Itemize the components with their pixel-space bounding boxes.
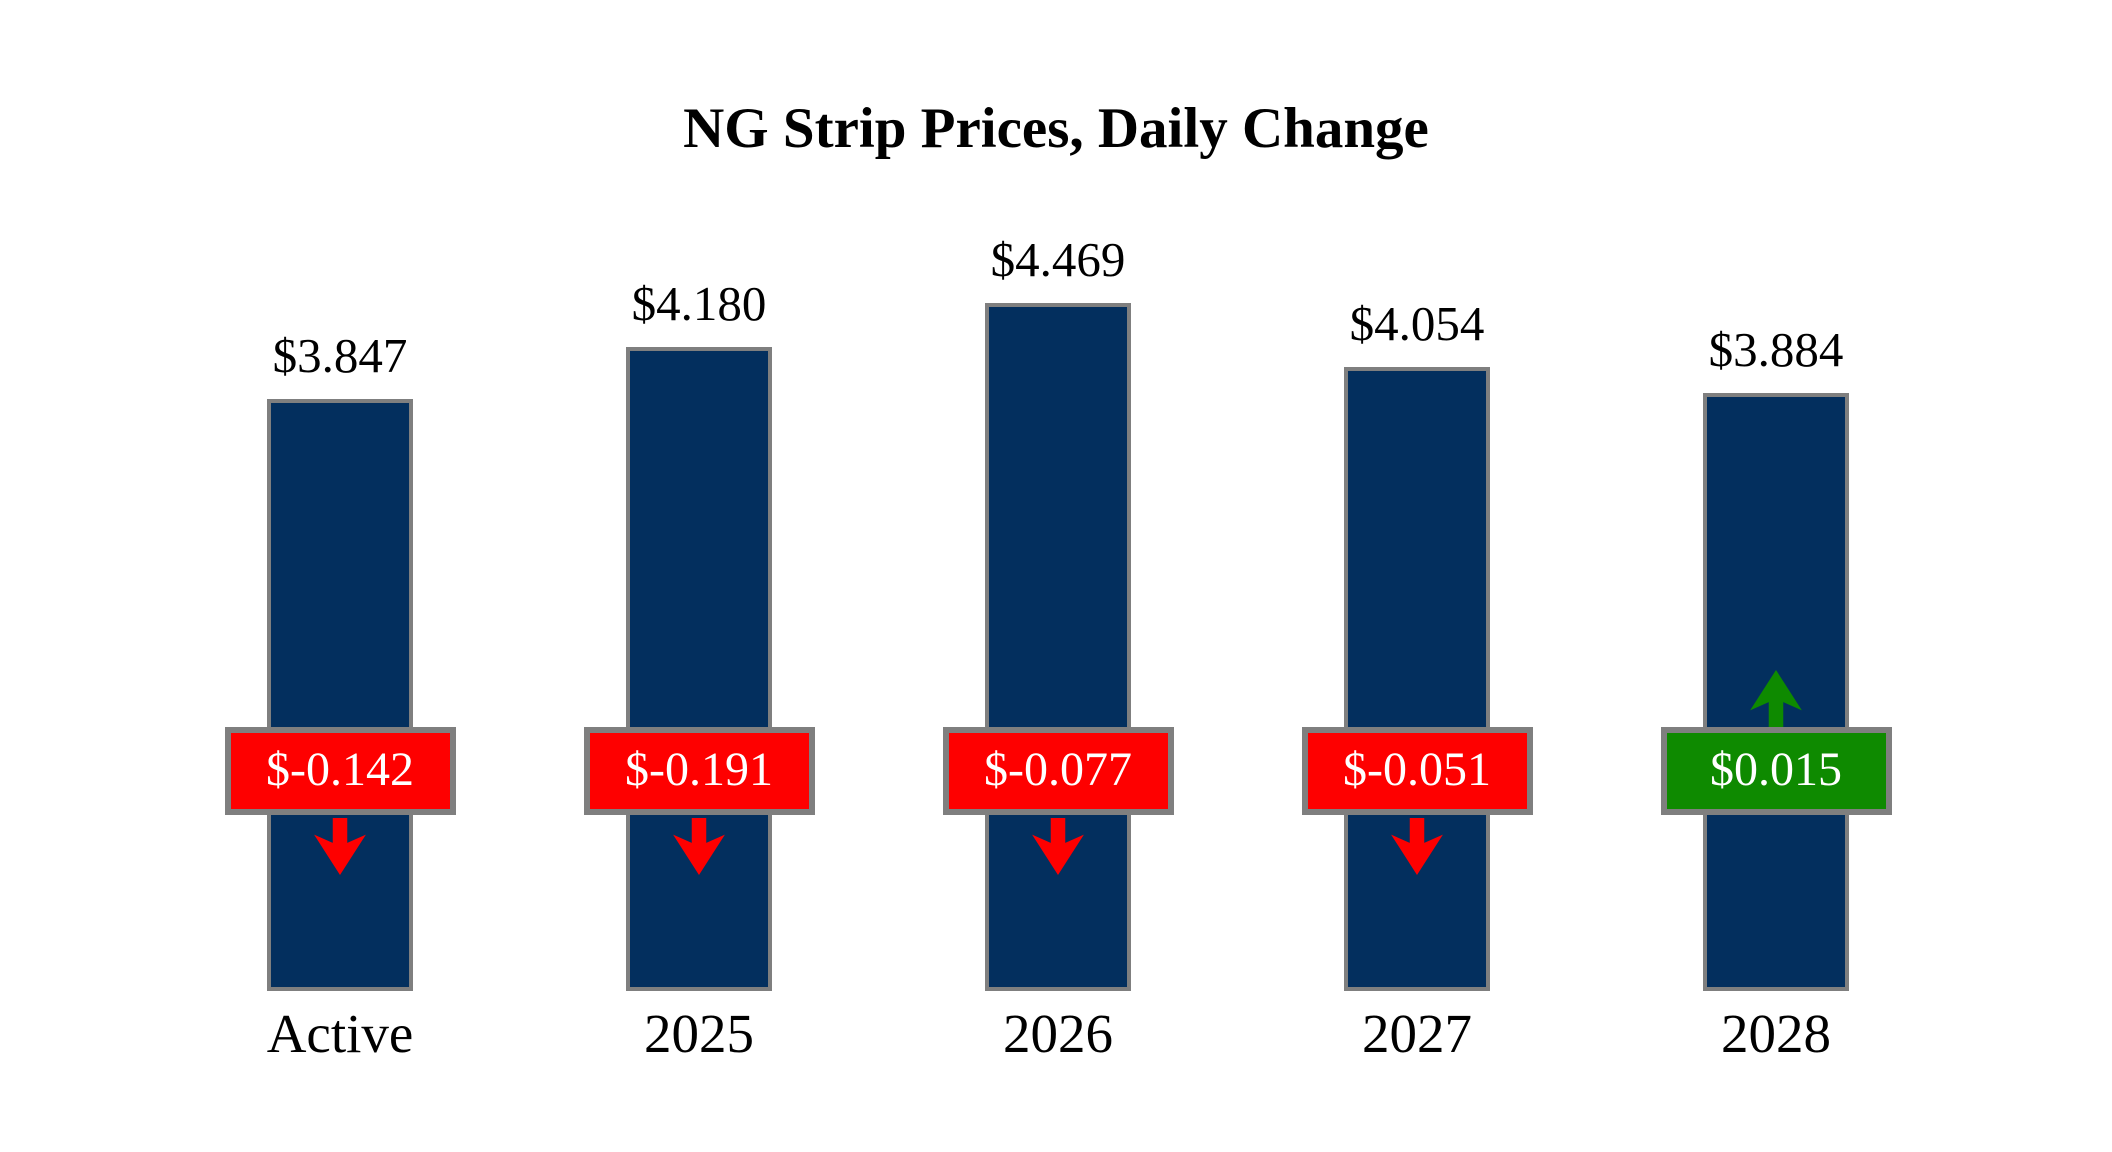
down-arrow-icon	[1390, 818, 1443, 875]
change-badge: $-0.191	[583, 727, 815, 815]
change-badge: $-0.077	[942, 727, 1174, 815]
down-arrow-icon	[1031, 818, 1084, 875]
bar-column: $3.847 $-0.142 Active	[161, 0, 520, 1152]
price-label: $4.469	[990, 231, 1126, 287]
category-label: 2027	[1362, 1003, 1472, 1064]
bar-column: $4.180 $-0.191 2025	[520, 0, 879, 1152]
down-arrow-icon	[672, 818, 725, 875]
category-label: 2026	[1003, 1003, 1113, 1064]
down-arrow-icon	[313, 818, 366, 875]
change-badge: $-0.142	[224, 727, 456, 815]
bar-column: $4.469 $-0.077 2026	[879, 0, 1238, 1152]
category-label: 2025	[644, 1003, 754, 1064]
category-label: Active	[266, 1003, 414, 1064]
price-label: $4.054	[1349, 295, 1485, 351]
change-badge: $-0.051	[1301, 727, 1533, 815]
chart-title: NG Strip Prices, Daily Change	[683, 97, 1429, 160]
up-arrow-icon	[1749, 670, 1802, 727]
bar-column: $4.054 $-0.051 2027	[1238, 0, 1597, 1152]
bar	[1343, 366, 1490, 991]
bar	[984, 302, 1131, 991]
price-label: $3.847	[272, 327, 408, 383]
category-label: 2028	[1721, 1003, 1831, 1064]
price-label: $3.884	[1708, 321, 1844, 377]
price-label: $4.180	[631, 276, 767, 332]
change-badge: $0.015	[1660, 727, 1892, 815]
bar-column: $3.884 $0.015 2028	[1597, 0, 1956, 1152]
bar	[625, 347, 772, 991]
bar	[266, 398, 413, 991]
